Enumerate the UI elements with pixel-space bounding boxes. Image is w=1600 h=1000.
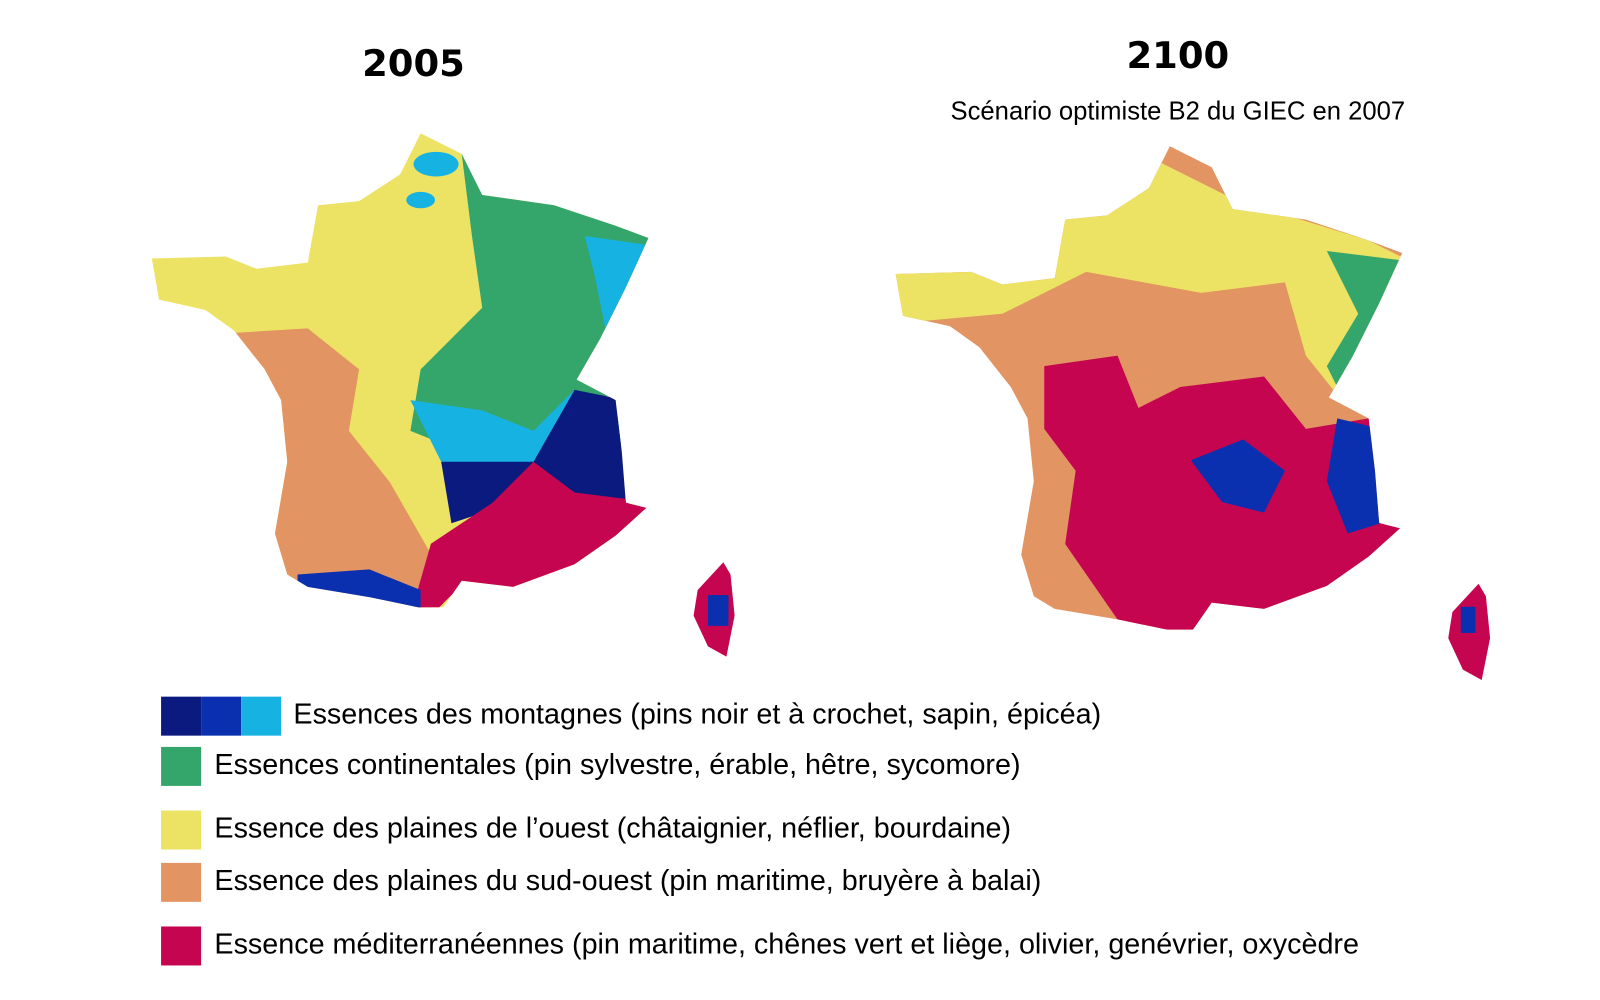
legend-label: Essences continentales (pin sylvestre, é… [214, 749, 1020, 781]
legend-label: Essence des plaines de l’ouest (châtaign… [214, 813, 1011, 845]
legend-swatch [201, 696, 242, 736]
legend-swatch [161, 810, 202, 850]
map-subtitle: Scénario optimiste B2 du GIEC en 2007 [951, 98, 1406, 126]
map-2100 [895, 146, 1491, 681]
legend-swatch [161, 926, 202, 966]
legend-label: Essence méditerranéennes (pin maritime, … [214, 929, 1359, 961]
map-title: 2005 [362, 42, 465, 85]
map-2005 [151, 133, 735, 657]
legend: Essences des montagnes (pins noir et à c… [161, 696, 1359, 966]
legend-label: Essence des plaines du sud-ouest (pin ma… [214, 865, 1041, 897]
content: 2005 2100 Scénario optimiste B2 du GIEC … [151, 34, 1491, 966]
legend-swatch [161, 862, 202, 902]
legend-swatch [241, 696, 282, 736]
map-title: 2100 [1126, 34, 1229, 77]
legend-label: Essences des montagnes (pins noir et à c… [293, 699, 1101, 731]
legend-swatch [161, 696, 202, 736]
legend-swatch [161, 746, 202, 786]
